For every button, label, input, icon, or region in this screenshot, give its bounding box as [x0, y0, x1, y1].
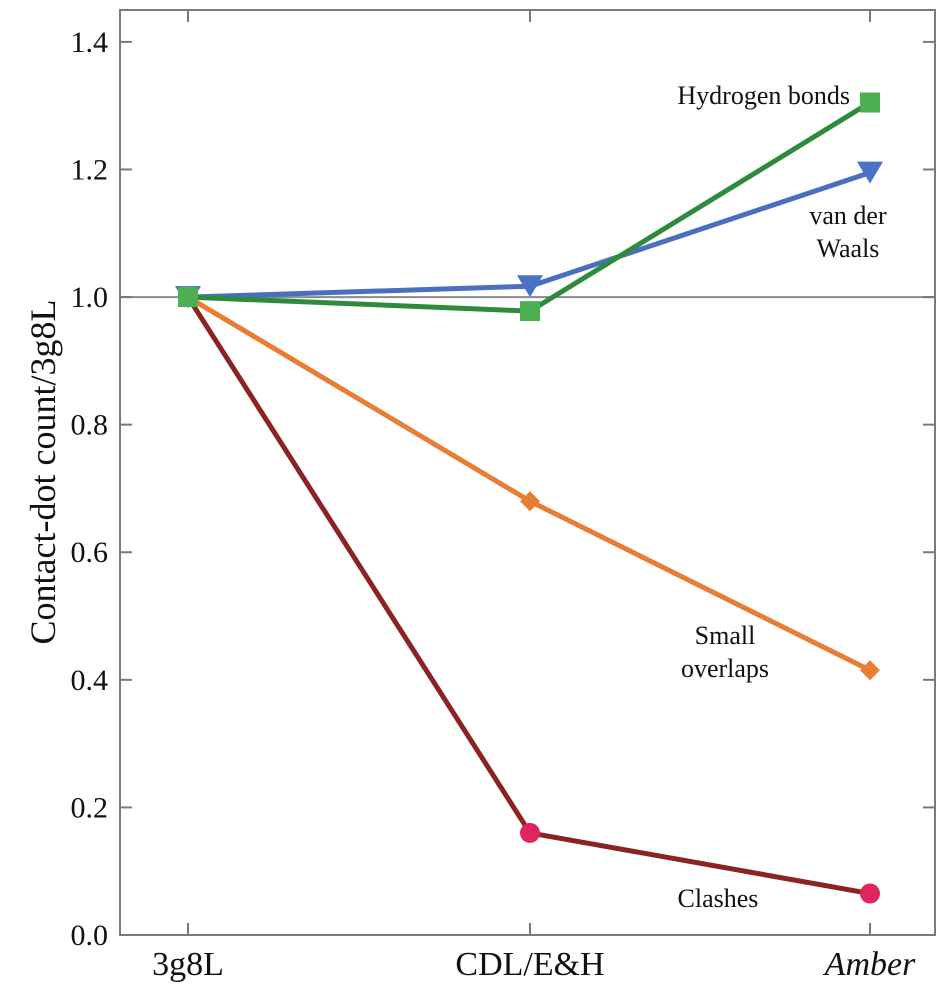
point-hydrogen-bonds-cdl-e-h: [520, 301, 540, 322]
y-tick-label: 1.0: [71, 281, 109, 314]
point-small-overlaps-amber: [860, 660, 880, 681]
y-tick-label: 0.0: [71, 919, 109, 952]
annotation-layer: Hydrogen bonds van der Waals Small overlaps C…: [677, 81, 887, 913]
annotation-clashes-line-1: Clashes: [678, 884, 759, 913]
annotation-hydrogen-bonds-line-1: Hydrogen bonds: [677, 81, 850, 110]
point-hydrogen-bonds-amber: [860, 92, 880, 113]
y-tick-label: 1.2: [71, 153, 109, 186]
plot-frame: [119, 9, 936, 936]
series-line-small-overlaps: [186, 294, 872, 673]
point-clashes-amber: [860, 883, 880, 904]
annotation-van-der-waals-line-1: van der: [809, 201, 887, 230]
annotation-small-overlaps-line-1: Small: [695, 621, 756, 650]
series-line-clashes: [185, 295, 871, 896]
y-tick-label: 0.6: [71, 536, 109, 569]
series-layer: [175, 92, 883, 904]
y-tick-label: 1.4: [71, 26, 109, 59]
point-van-der-waals-amber: [857, 161, 883, 184]
point-small-overlaps-cdl-e-h: [520, 491, 540, 512]
y-axis-title: Contact-dot count/3g8L: [23, 300, 63, 645]
annotation-van-der-waals-line-2: Waals: [817, 234, 880, 263]
y-tick-label: 0.4: [71, 664, 109, 697]
annotation-small-overlaps-line-2: overlaps: [681, 654, 769, 683]
point-hydrogen-bonds-3g8l: [178, 287, 198, 308]
axis-layer: 0.0 0.2 0.4 0.6 0.8 1.0 1.2 1.4 3g8L CDL/E&H Amber: [71, 10, 935, 983]
y-tick-label: 0.2: [71, 791, 109, 824]
x-tick-label-3g8l: 3g8L: [152, 946, 224, 983]
point-van-der-waals-cdl-e-h: [517, 275, 543, 298]
x-tick-label-cdl-e-h: CDL/E&H: [455, 946, 604, 983]
y-tick-label: 0.8: [71, 409, 109, 442]
x-tick-label-amber: Amber: [823, 946, 916, 983]
point-clashes-cdl-e-h: [520, 822, 540, 843]
